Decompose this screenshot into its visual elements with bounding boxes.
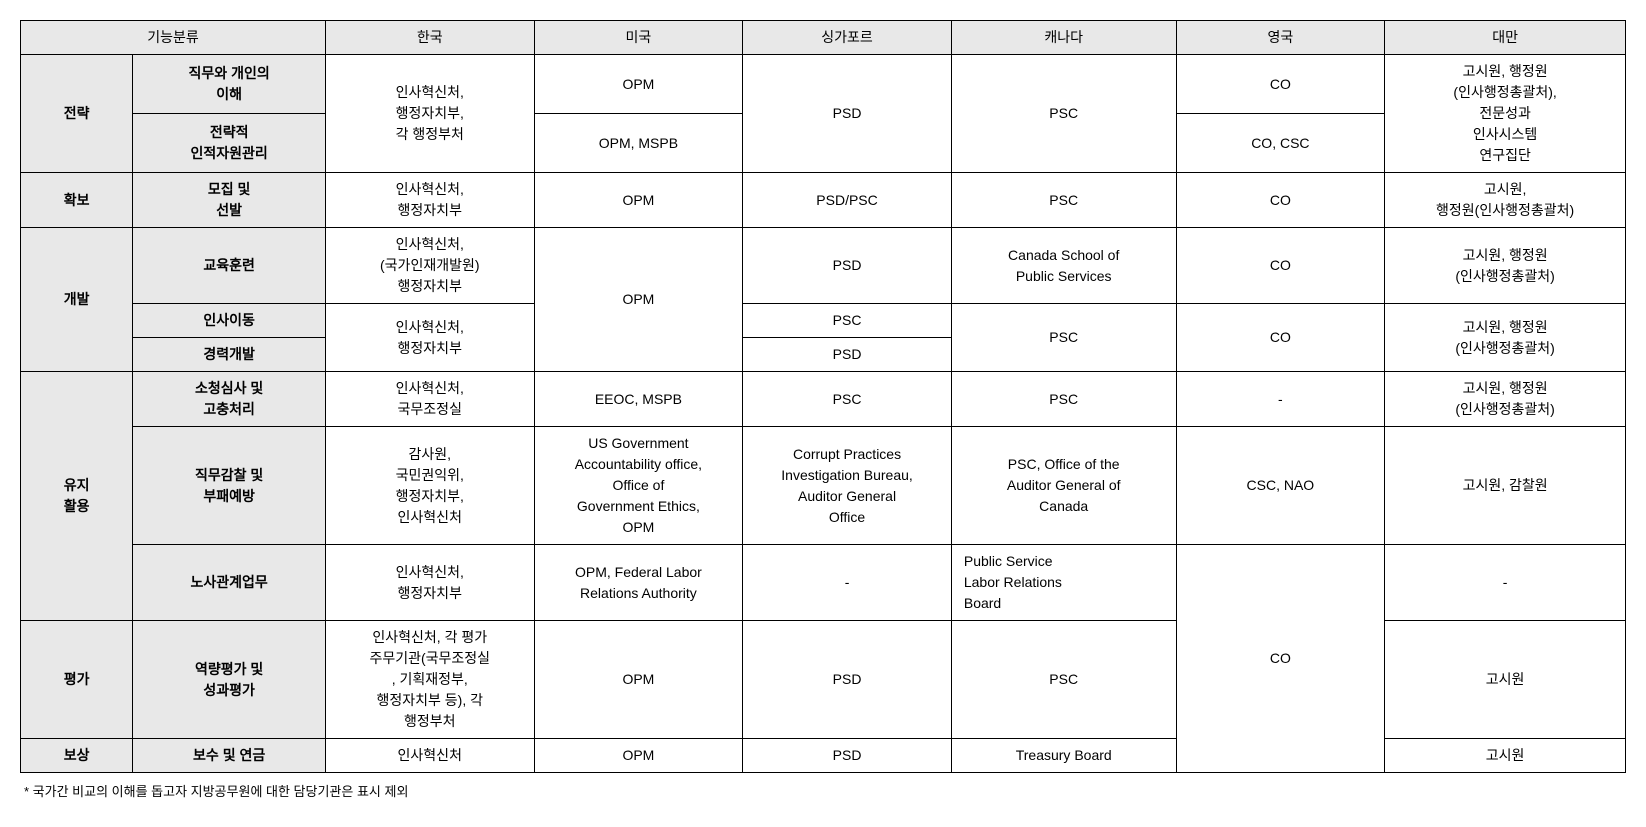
cell-us-s1: OPM: [534, 55, 743, 114]
cell-ca-s11: Treasury Board: [951, 739, 1176, 773]
cell-sg-s10: PSD: [743, 621, 952, 739]
cell-sg-s3: PSD/PSC: [743, 173, 952, 228]
table-row: 노사관계업무 인사혁신처,행정자치부 OPM, Federal LaborRel…: [21, 545, 1626, 621]
header-row: 기능분류 한국 미국 싱가포르 캐나다 영국 대만: [21, 21, 1626, 55]
group-secure: 확보: [21, 173, 133, 228]
group-evaluate: 평가: [21, 621, 133, 739]
th-taiwan: 대만: [1385, 21, 1626, 55]
cell-kr-s11: 인사혁신처: [325, 739, 534, 773]
cell-us-s7: EEOC, MSPB: [534, 372, 743, 427]
cell-sg-s5: PSC: [743, 304, 952, 338]
cell-uk-s4: CO: [1176, 228, 1385, 304]
group-develop: 개발: [21, 228, 133, 372]
cell-uk-s9s10s11: CO: [1176, 545, 1385, 773]
cell-us-s10: OPM: [534, 621, 743, 739]
sub-s6: 경력개발: [133, 338, 326, 372]
cell-kr-s10: 인사혁신처, 각 평가주무기관(국무조정실, 기획재정부,행정자치부 등), 각…: [325, 621, 534, 739]
cell-us-s2: OPM, MSPB: [534, 114, 743, 173]
cell-tw-s3: 고시원,행정원(인사행정총괄처): [1385, 173, 1626, 228]
cell-kr-s7: 인사혁신처,국무조정실: [325, 372, 534, 427]
sub-s3: 모집 및선발: [133, 173, 326, 228]
table-row: 유지활용 소청심사 및고충처리 인사혁신처,국무조정실 EEOC, MSPB P…: [21, 372, 1626, 427]
cell-kr-s3: 인사혁신처,행정자치부: [325, 173, 534, 228]
cell-ca-s8: PSC, Office of theAuditor General ofCana…: [951, 427, 1176, 545]
sub-s7: 소청심사 및고충처리: [133, 372, 326, 427]
th-korea: 한국: [325, 21, 534, 55]
cell-us-s11: OPM: [534, 739, 743, 773]
sub-s4: 교육훈련: [133, 228, 326, 304]
table-row: 인사이동 인사혁신처,행정자치부 PSC PSC CO 고시원, 행정원(인사행…: [21, 304, 1626, 338]
cell-tw-s9: -: [1385, 545, 1626, 621]
th-usa: 미국: [534, 21, 743, 55]
cell-sg-s9: -: [743, 545, 952, 621]
footnote: * 국가간 비교의 이해를 돕고자 지방공무원에 대한 담당기관은 표시 제외: [20, 781, 1626, 800]
sub-s9: 노사관계업무: [133, 545, 326, 621]
cell-tw-s10: 고시원: [1385, 621, 1626, 739]
cell-uk-s2: CO, CSC: [1176, 114, 1385, 173]
cell-kr-s1s2: 인사혁신처,행정자치부,각 행정부처: [325, 55, 534, 173]
cell-sg-s1s2: PSD: [743, 55, 952, 173]
group-strategy: 전략: [21, 55, 133, 173]
cell-tw-s1s2: 고시원, 행정원(인사행정총괄처),전문성과인사시스템연구집단: [1385, 55, 1626, 173]
cell-sg-s4: PSD: [743, 228, 952, 304]
table-row: 확보 모집 및선발 인사혁신처,행정자치부 OPM PSD/PSC PSC CO…: [21, 173, 1626, 228]
group-maintain: 유지활용: [21, 372, 133, 621]
th-uk: 영국: [1176, 21, 1385, 55]
cell-ca-s7: PSC: [951, 372, 1176, 427]
cell-ca-s1s2: PSC: [951, 55, 1176, 173]
cell-sg-s8: Corrupt PracticesInvestigation Bureau,Au…: [743, 427, 952, 545]
cell-ca-s10: PSC: [951, 621, 1176, 739]
cell-us-s3: OPM: [534, 173, 743, 228]
sub-s2: 전략적인적자원관리: [133, 114, 326, 173]
cell-sg-s6: PSD: [743, 338, 952, 372]
sub-s8: 직무감찰 및부패예방: [133, 427, 326, 545]
cell-kr-s5s6: 인사혁신처,행정자치부: [325, 304, 534, 372]
cell-ca-s9: Public ServiceLabor RelationsBoard: [951, 545, 1176, 621]
table-row: 평가 역량평가 및성과평가 인사혁신처, 각 평가주무기관(국무조정실, 기획재…: [21, 621, 1626, 739]
cell-uk-s8: CSC, NAO: [1176, 427, 1385, 545]
cell-tw-s11: 고시원: [1385, 739, 1626, 773]
table-row: 개발 교육훈련 인사혁신처,(국가인재개발원)행정자치부 OPM PSD Can…: [21, 228, 1626, 304]
sub-s5: 인사이동: [133, 304, 326, 338]
sub-s10: 역량평가 및성과평가: [133, 621, 326, 739]
cell-sg-s11: PSD: [743, 739, 952, 773]
th-canada: 캐나다: [951, 21, 1176, 55]
cell-kr-s9: 인사혁신처,행정자치부: [325, 545, 534, 621]
cell-ca-s3: PSC: [951, 173, 1176, 228]
cell-uk-s3: CO: [1176, 173, 1385, 228]
cell-tw-s4: 고시원, 행정원(인사행정총괄처): [1385, 228, 1626, 304]
group-compensate: 보상: [21, 739, 133, 773]
cell-us-s8: US GovernmentAccountability office,Offic…: [534, 427, 743, 545]
table-row: 직무감찰 및부패예방 감사원,국민권익위,행정자치부,인사혁신처 US Gove…: [21, 427, 1626, 545]
cell-uk-s5s6: CO: [1176, 304, 1385, 372]
comparison-table: 기능분류 한국 미국 싱가포르 캐나다 영국 대만 전략 직무와 개인의이해 인…: [20, 20, 1626, 773]
cell-kr-s8: 감사원,국민권익위,행정자치부,인사혁신처: [325, 427, 534, 545]
sub-s1: 직무와 개인의이해: [133, 55, 326, 114]
cell-ca-s5s6: PSC: [951, 304, 1176, 372]
sub-s11: 보수 및 연금: [133, 739, 326, 773]
cell-sg-s7: PSC: [743, 372, 952, 427]
cell-us-s9: OPM, Federal LaborRelations Authority: [534, 545, 743, 621]
cell-tw-s5s6: 고시원, 행정원(인사행정총괄처): [1385, 304, 1626, 372]
th-singapore: 싱가포르: [743, 21, 952, 55]
table-row: 전략 직무와 개인의이해 인사혁신처,행정자치부,각 행정부처 OPM PSD …: [21, 55, 1626, 114]
table-row: 보상 보수 및 연금 인사혁신처 OPM PSD Treasury Board …: [21, 739, 1626, 773]
cell-tw-s8: 고시원, 감찰원: [1385, 427, 1626, 545]
cell-uk-s7: -: [1176, 372, 1385, 427]
cell-kr-s4: 인사혁신처,(국가인재개발원)행정자치부: [325, 228, 534, 304]
th-func: 기능분류: [21, 21, 326, 55]
cell-us-s4s5s6: OPM: [534, 228, 743, 372]
cell-tw-s7: 고시원, 행정원(인사행정총괄처): [1385, 372, 1626, 427]
cell-ca-s4: Canada School ofPublic Services: [951, 228, 1176, 304]
cell-uk-s1: CO: [1176, 55, 1385, 114]
